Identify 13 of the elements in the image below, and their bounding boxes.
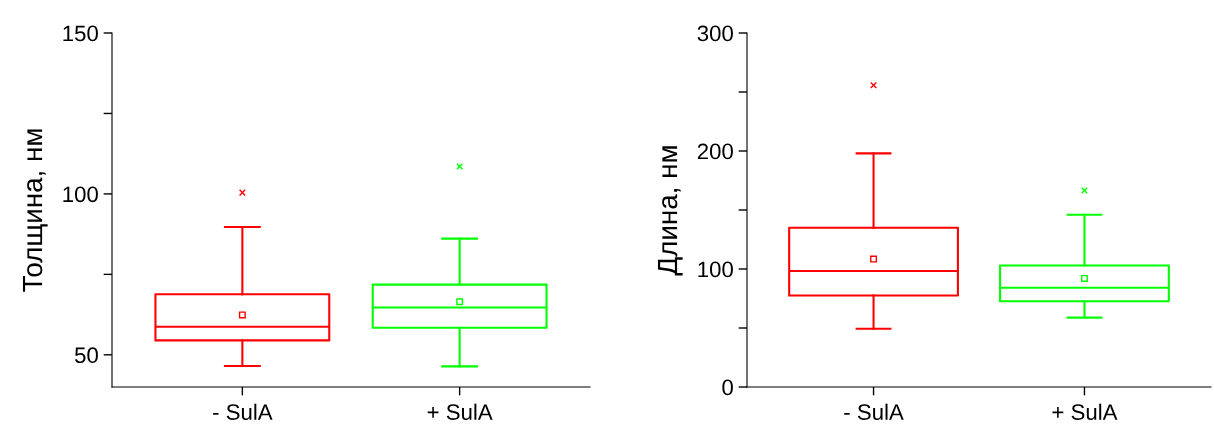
x-tick-label: - SulA [213, 403, 273, 420]
y-tick-label: 200 [697, 143, 733, 160]
x-tick-label: + SulA [1052, 403, 1118, 420]
x-tick-label: + SulA [427, 403, 493, 420]
y-axis-title: Толщина, нм [22, 129, 48, 292]
y-tick-label: 50 [74, 347, 98, 364]
y-tick-label: 0 [722, 379, 733, 396]
y-tick-label: 100 [698, 261, 733, 278]
y-axis-title: Длина, нм [657, 146, 683, 276]
x-tick-label: - SulA [844, 403, 904, 420]
y-tick-label: 300 [697, 25, 733, 42]
y-tick-label: 100 [63, 186, 98, 203]
y-tick-label: 150 [63, 25, 98, 42]
